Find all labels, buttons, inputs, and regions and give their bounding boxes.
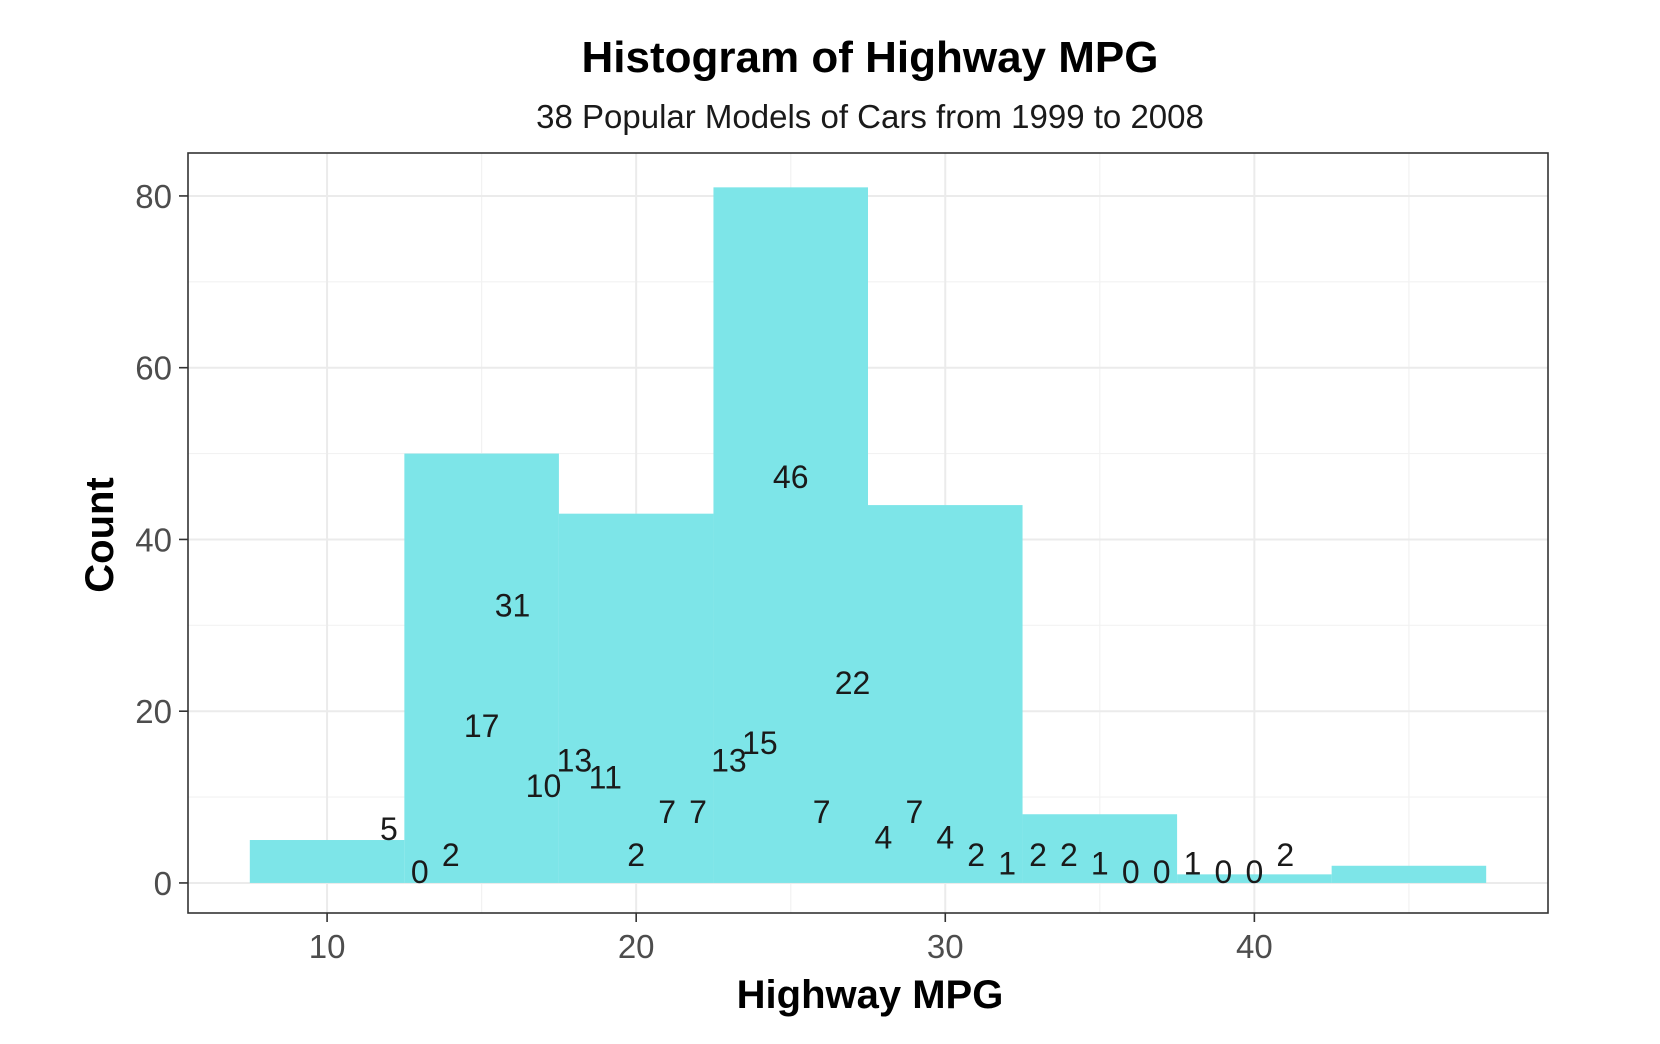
x-axis: 10 20 30 40: [309, 913, 1273, 965]
value-label: 13: [557, 742, 593, 778]
y-tick-label: 80: [135, 178, 172, 215]
x-tick-label: 20: [618, 928, 655, 965]
panel-border: [187, 152, 1549, 914]
histogram-bar: [713, 187, 868, 883]
value-label: 0: [1153, 854, 1171, 890]
value-label: 5: [380, 811, 398, 847]
value-label: 1: [1091, 845, 1109, 881]
value-label: 4: [936, 820, 954, 856]
value-label: 7: [905, 794, 923, 830]
y-tick-label: 60: [135, 350, 172, 387]
y-axis: 0 20 40 60 80: [135, 178, 188, 902]
histogram-bar: [558, 513, 714, 883]
value-label: 2: [442, 837, 460, 873]
value-label: 0: [1122, 854, 1140, 890]
y-tick-label: 20: [135, 693, 172, 730]
value-label: 7: [658, 794, 676, 830]
histogram-bar: [404, 453, 559, 883]
value-label: 0: [1245, 854, 1263, 890]
value-label: 2: [1029, 837, 1047, 873]
value-label: 2: [1276, 837, 1294, 873]
value-label: 4: [875, 820, 893, 856]
value-label: 0: [1215, 854, 1233, 890]
value-label: 31: [495, 588, 531, 624]
value-label: 0: [411, 854, 429, 890]
y-tick-label: 40: [135, 521, 172, 558]
value-label: 1: [998, 845, 1016, 881]
value-label: 22: [835, 665, 871, 701]
value-label: 15: [742, 725, 778, 761]
histogram-bar: [1022, 814, 1178, 883]
y-axis-title: Count: [78, 477, 122, 593]
histogram-bar: [249, 840, 405, 883]
histogram-bar: [868, 505, 1023, 883]
chart-subtitle: 38 Popular Models of Cars from 1999 to 2…: [536, 98, 1204, 135]
value-label: 46: [773, 459, 809, 495]
value-label: 7: [689, 794, 707, 830]
value-label: 2: [967, 837, 985, 873]
histogram-bar: [1177, 874, 1332, 883]
value-label: 7: [813, 794, 831, 830]
y-tick-label: 0: [154, 865, 172, 902]
x-tick-label: 40: [1236, 928, 1273, 965]
value-label: 13: [711, 742, 747, 778]
value-label: 17: [464, 708, 500, 744]
value-label: 2: [627, 837, 645, 873]
x-tick-label: 10: [309, 928, 346, 965]
value-label: 11: [589, 759, 622, 795]
x-axis-title: Highway MPG: [737, 973, 1004, 1017]
histogram-bar: [1331, 865, 1487, 883]
x-tick-label: 30: [927, 928, 964, 965]
value-label: 10: [526, 768, 562, 804]
histogram-bars: [249, 187, 1487, 883]
chart-title: Histogram of Highway MPG: [582, 33, 1159, 82]
value-label: 1: [1184, 845, 1202, 881]
value-label: 2: [1060, 837, 1078, 873]
